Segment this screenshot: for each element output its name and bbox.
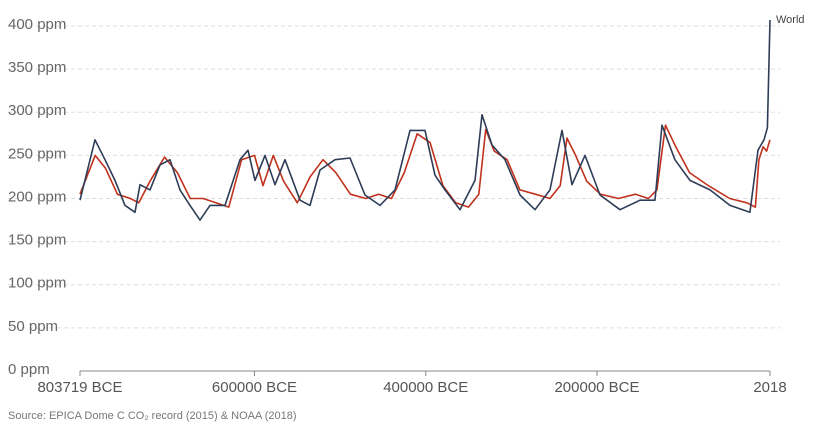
x-tick-label: 600000 BCE: [212, 379, 297, 396]
y-tick-label: 350 ppm: [8, 59, 66, 76]
y-tick-label: 400 ppm: [8, 16, 66, 33]
y-tick-label: 100 ppm: [8, 275, 66, 292]
x-tick-label: 803719 BCE: [37, 379, 122, 396]
source-note: Source: EPICA Dome C CO₂ record (2015) &…: [8, 410, 297, 422]
y-tick-label: 250 ppm: [8, 145, 66, 162]
x-tick-label: 2018: [753, 379, 786, 396]
series-label: World: [776, 14, 805, 26]
y-tick-label: 50 ppm: [8, 318, 58, 335]
x-tick-label: 400000 BCE: [383, 379, 468, 396]
y-tick-label: 0 ppm: [8, 361, 50, 378]
y-tick-label: 200 ppm: [8, 188, 66, 205]
line-series: [79, 19, 771, 221]
x-tick-label: 200000 BCE: [554, 379, 639, 396]
y-tick-label: 150 ppm: [8, 232, 66, 249]
y-tick-label: 300 ppm: [8, 102, 66, 119]
